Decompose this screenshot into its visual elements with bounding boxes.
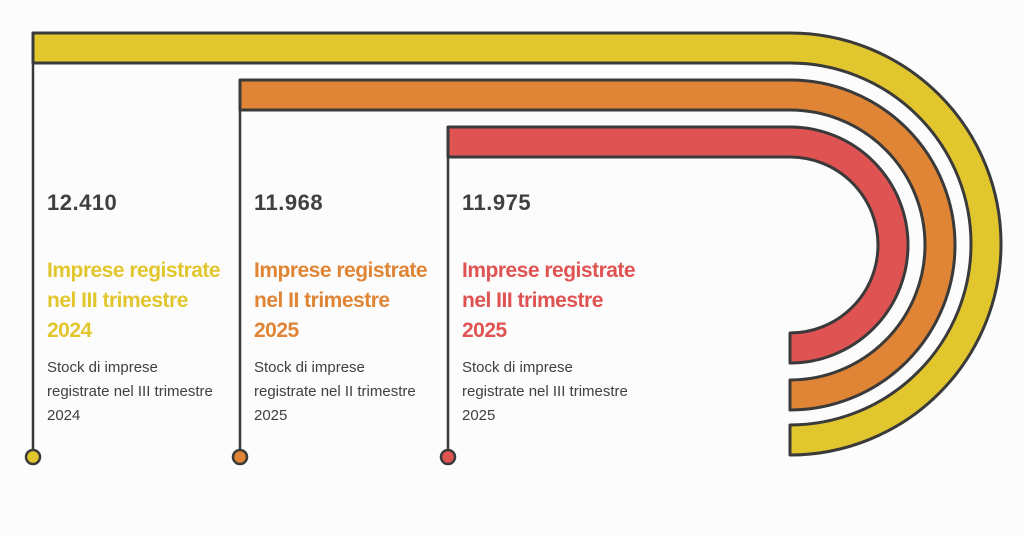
dot: [439, 448, 457, 466]
item-title: Imprese registrate nel II trimestre 2025: [254, 259, 428, 342]
item-description: Stock di imprese registrate nel II trime…: [254, 359, 416, 424]
item-title: Imprese registrate nel III trimestre 202…: [462, 259, 636, 342]
item-value: 11.975: [462, 190, 532, 215]
item: 11.968 Imprese registrate nel II trimestr…: [254, 190, 429, 428]
item-value: 11.968: [254, 190, 324, 215]
item-description: Stock di imprese registrate nel III trim…: [462, 359, 628, 424]
item-description: Stock di imprese registrate nel III trim…: [47, 359, 213, 424]
band: [446, 125, 910, 365]
item: 11.975 Imprese registrate nel III trimest…: [462, 190, 637, 428]
band: [238, 78, 957, 412]
item-title: Imprese registrate nel III trimestre 202…: [47, 259, 221, 342]
dot: [231, 448, 249, 466]
item: 12.410 Imprese registrate nel III trimest…: [47, 190, 222, 428]
band: [31, 31, 1003, 457]
item-value: 12.410: [47, 190, 118, 215]
dot: [24, 448, 42, 466]
